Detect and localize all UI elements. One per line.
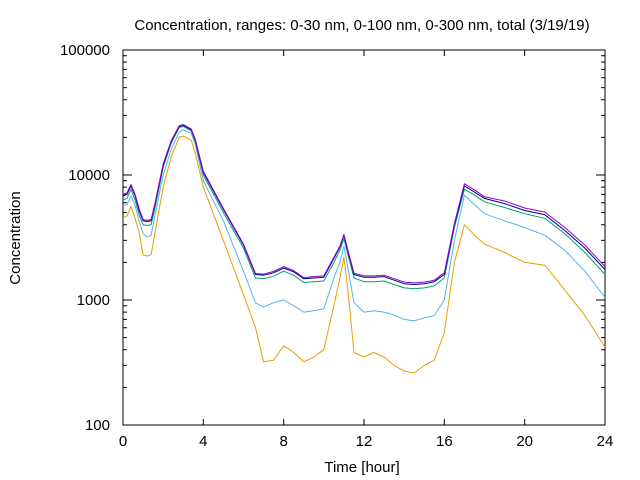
y-tick-label: 100 xyxy=(85,417,110,434)
plot-frame xyxy=(122,49,606,426)
x-tick-label: 20 xyxy=(516,433,533,450)
x-axis-label: Time [hour] xyxy=(324,459,399,476)
x-tick-label: 16 xyxy=(436,433,453,450)
y-tick-label: 1000 xyxy=(77,292,110,309)
chart-title: Concentration, ranges: 0-30 nm, 0-100 nm… xyxy=(134,17,589,34)
series-line-1 xyxy=(122,135,606,374)
series-line-5 xyxy=(122,124,606,284)
axis-ticks: 0 4 8 12 16 20 24 100 1000 10000 100000 xyxy=(60,42,613,450)
x-tick-label: 4 xyxy=(199,433,207,450)
series-line-4 xyxy=(122,124,606,285)
series-lines xyxy=(122,124,606,374)
y-tick-label: 10000 xyxy=(68,167,110,184)
x-tick-label: 24 xyxy=(597,433,614,450)
x-tick-label: 8 xyxy=(279,433,287,450)
series-line-3 xyxy=(122,125,606,290)
y-axis-label: Concentration xyxy=(7,191,24,284)
y-tick-label: 100000 xyxy=(60,42,110,59)
x-tick-label: 12 xyxy=(356,433,373,450)
x-tick-label: 0 xyxy=(119,433,127,450)
series-line-2 xyxy=(122,129,606,322)
